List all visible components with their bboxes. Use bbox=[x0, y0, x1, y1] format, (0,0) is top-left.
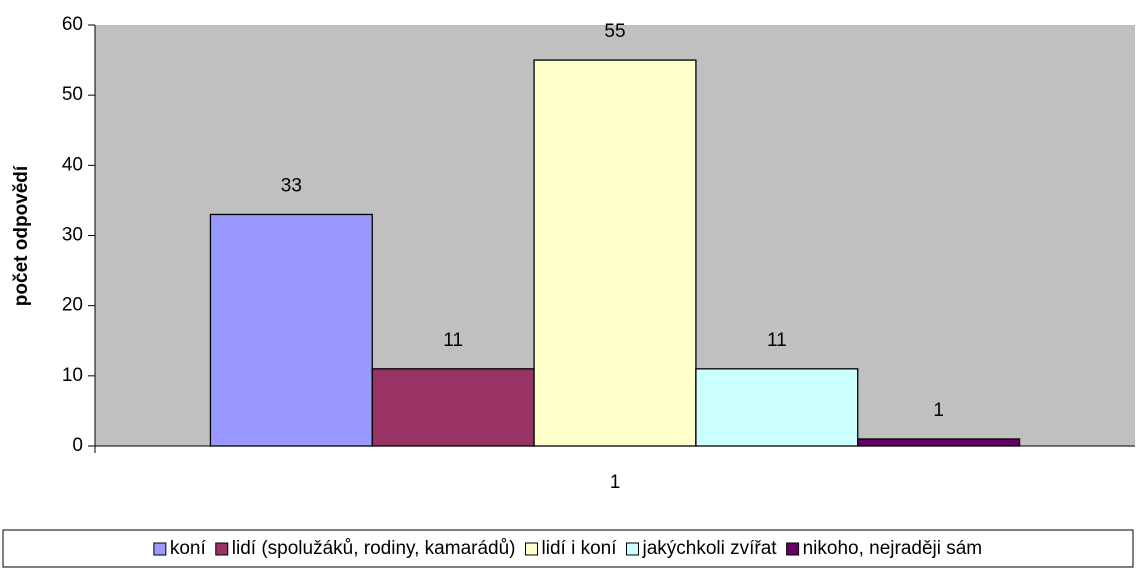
y-tick-label: 20 bbox=[62, 295, 83, 316]
legend-swatch bbox=[215, 542, 229, 556]
y-tick-label: 0 bbox=[72, 435, 83, 456]
y-tick-label: 30 bbox=[62, 225, 83, 246]
legend-label: koní bbox=[170, 538, 207, 559]
legend-label: lidí (spolužáků, rodiny, kamarádů) bbox=[232, 538, 516, 559]
x-tick-label: 1 bbox=[610, 472, 621, 493]
legend-box bbox=[2, 529, 1134, 568]
legend-label: jakýchkoli zvířat bbox=[641, 538, 777, 559]
legend-swatch bbox=[153, 542, 167, 556]
data-label: 11 bbox=[443, 330, 463, 351]
bar bbox=[209, 213, 373, 447]
data-label: 55 bbox=[604, 21, 625, 42]
data-label: 11 bbox=[767, 330, 787, 351]
legend-swatch bbox=[625, 542, 639, 556]
data-label: 33 bbox=[281, 175, 302, 196]
bar bbox=[695, 368, 859, 447]
bar bbox=[857, 438, 1021, 447]
legend-swatch bbox=[525, 542, 539, 556]
y-tick-label: 10 bbox=[62, 365, 83, 386]
legend-swatch bbox=[786, 542, 800, 556]
bar bbox=[371, 368, 535, 447]
y-tick-label: 40 bbox=[62, 154, 83, 175]
y-tick-label: 50 bbox=[62, 84, 83, 105]
y-axis-label: počet odpovědí bbox=[11, 165, 32, 306]
legend-label: nikoho, nejraději sám bbox=[803, 538, 983, 559]
legend-label: lidí i koní bbox=[542, 538, 618, 559]
y-tick-label: 60 bbox=[62, 14, 83, 35]
data-label: 1 bbox=[933, 400, 944, 421]
bar bbox=[533, 59, 697, 447]
